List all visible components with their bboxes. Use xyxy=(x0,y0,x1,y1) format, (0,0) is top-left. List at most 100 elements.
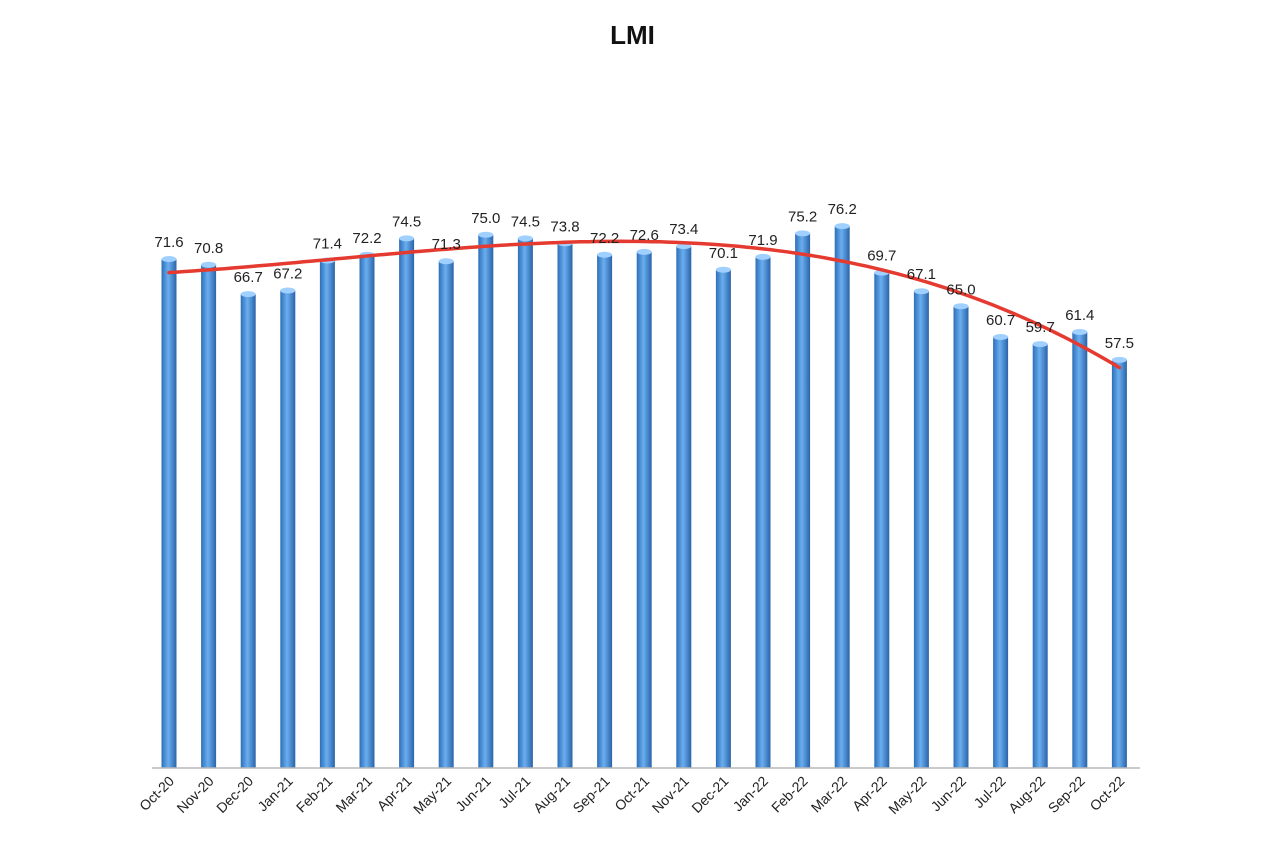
bar-cap-aug-22 xyxy=(1032,341,1048,348)
x-tick-apr-21: Apr-21 xyxy=(374,773,415,814)
bar-nov-20 xyxy=(201,264,217,768)
value-label-may-22: 67.1 xyxy=(907,266,936,283)
bar-cap-apr-21 xyxy=(399,235,415,242)
x-tick-jun-22: Jun-22 xyxy=(928,773,970,815)
bar-cap-jan-21 xyxy=(280,287,296,294)
bar-jan-22 xyxy=(755,256,771,768)
x-tick-jun-21: Jun-21 xyxy=(452,773,494,815)
bar-may-21 xyxy=(438,261,454,768)
value-label-mar-22: 76.2 xyxy=(828,201,857,218)
bar-cap-jul-21 xyxy=(517,235,533,242)
x-tick-jan-22: Jan-22 xyxy=(730,773,772,815)
bar-feb-21 xyxy=(319,260,335,768)
x-tick-dec-21: Dec-21 xyxy=(688,773,731,816)
x-tick-dec-20: Dec-20 xyxy=(213,773,256,816)
value-label-nov-21: 73.4 xyxy=(669,221,698,238)
bar-apr-21 xyxy=(399,238,415,768)
value-label-apr-22: 69.7 xyxy=(867,248,896,265)
x-tick-aug-22: Aug-22 xyxy=(1005,773,1048,816)
bar-mar-22 xyxy=(834,226,850,769)
bar-cap-mar-22 xyxy=(834,223,850,230)
bar-cap-sep-21 xyxy=(597,251,613,258)
bar-cap-oct-20 xyxy=(161,256,177,263)
bar-cap-oct-21 xyxy=(636,248,652,255)
value-label-jul-22: 60.7 xyxy=(986,312,1015,329)
x-tick-mar-22: Mar-22 xyxy=(808,773,851,816)
bar-jul-21 xyxy=(517,238,533,768)
bar-cap-jan-22 xyxy=(755,253,771,260)
bar-aug-21 xyxy=(557,243,573,768)
x-tick-feb-21: Feb-21 xyxy=(293,773,336,816)
bar-dec-20 xyxy=(240,294,256,768)
value-label-feb-22: 75.2 xyxy=(788,208,817,225)
value-label-oct-21: 72.6 xyxy=(630,227,659,244)
value-label-jul-21: 74.5 xyxy=(511,213,540,230)
x-tick-jul-22: Jul-22 xyxy=(970,773,1008,811)
bar-oct-20 xyxy=(161,259,177,768)
bar-aug-22 xyxy=(1032,344,1048,768)
bar-dec-21 xyxy=(715,269,731,768)
x-tick-jan-21: Jan-21 xyxy=(254,773,296,815)
bar-apr-22 xyxy=(874,272,890,768)
bar-cap-nov-21 xyxy=(676,243,692,250)
bar-cap-dec-20 xyxy=(240,291,256,298)
bar-may-22 xyxy=(913,291,929,768)
x-tick-sep-22: Sep-22 xyxy=(1045,773,1088,816)
value-label-mar-21: 72.2 xyxy=(352,230,381,247)
bar-jun-21 xyxy=(478,234,494,768)
bar-jun-22 xyxy=(953,306,969,768)
value-label-sep-21: 72.2 xyxy=(590,230,619,247)
value-label-oct-22: 57.5 xyxy=(1105,335,1134,352)
x-tick-may-21: May-21 xyxy=(410,773,454,817)
value-label-aug-21: 73.8 xyxy=(550,218,579,235)
chart-title: LMI xyxy=(610,20,655,50)
bar-cap-dec-21 xyxy=(715,266,731,273)
value-label-feb-21: 71.4 xyxy=(313,235,342,252)
bar-cap-sep-22 xyxy=(1072,328,1088,335)
bar-nov-21 xyxy=(676,246,692,768)
bar-cap-nov-20 xyxy=(201,261,217,268)
bar-cap-may-21 xyxy=(438,258,454,265)
x-tick-labels-group: Oct-20Nov-20Dec-20Jan-21Feb-21Mar-21Apr-… xyxy=(136,773,1128,817)
bars-group xyxy=(161,223,1127,769)
bar-mar-21 xyxy=(359,254,375,768)
bar-oct-22 xyxy=(1111,359,1127,768)
x-tick-oct-20: Oct-20 xyxy=(136,773,177,814)
bar-feb-22 xyxy=(795,233,811,768)
x-tick-aug-21: Aug-21 xyxy=(530,773,573,816)
bar-sep-22 xyxy=(1072,331,1088,768)
value-label-apr-21: 74.5 xyxy=(392,213,421,230)
value-label-jun-22: 65.0 xyxy=(946,281,975,298)
bar-cap-jun-22 xyxy=(953,303,969,310)
bar-cap-oct-22 xyxy=(1111,356,1127,363)
value-label-jan-22: 71.9 xyxy=(748,232,777,249)
x-tick-may-22: May-22 xyxy=(885,773,929,817)
x-tick-nov-20: Nov-20 xyxy=(173,773,216,816)
x-tick-apr-22: Apr-22 xyxy=(849,773,890,814)
value-label-sep-22: 61.4 xyxy=(1065,307,1094,324)
x-tick-feb-22: Feb-22 xyxy=(768,773,811,816)
value-labels-group: 71.6 70.8 66.7 67.2 71.4 72.2 74.5 71.3 75.0 74.5… xyxy=(154,201,1134,352)
value-label-dec-21: 70.1 xyxy=(709,245,738,262)
x-tick-mar-21: Mar-21 xyxy=(332,773,375,816)
x-tick-jul-21: Jul-21 xyxy=(495,773,533,811)
bar-cap-feb-22 xyxy=(795,230,811,237)
value-label-aug-22: 59.7 xyxy=(1026,319,1055,336)
value-label-oct-20: 71.6 xyxy=(154,234,183,251)
bar-oct-21 xyxy=(636,251,652,768)
bar-jul-22 xyxy=(993,336,1009,768)
x-tick-nov-21: Nov-21 xyxy=(649,773,692,816)
x-tick-sep-21: Sep-21 xyxy=(569,773,612,816)
x-tick-oct-22: Oct-22 xyxy=(1086,773,1127,814)
bar-cap-jul-22 xyxy=(993,333,1009,340)
x-tick-oct-21: Oct-21 xyxy=(611,773,652,814)
value-label-jun-21: 75.0 xyxy=(471,210,500,227)
bar-cap-may-22 xyxy=(913,288,929,295)
trendline xyxy=(167,239,1122,370)
trendline-group xyxy=(167,239,1122,370)
bar-cap-jun-21 xyxy=(478,231,494,238)
bar-jan-21 xyxy=(280,290,296,768)
value-label-jan-21: 67.2 xyxy=(273,266,302,283)
bar-sep-21 xyxy=(597,254,613,768)
